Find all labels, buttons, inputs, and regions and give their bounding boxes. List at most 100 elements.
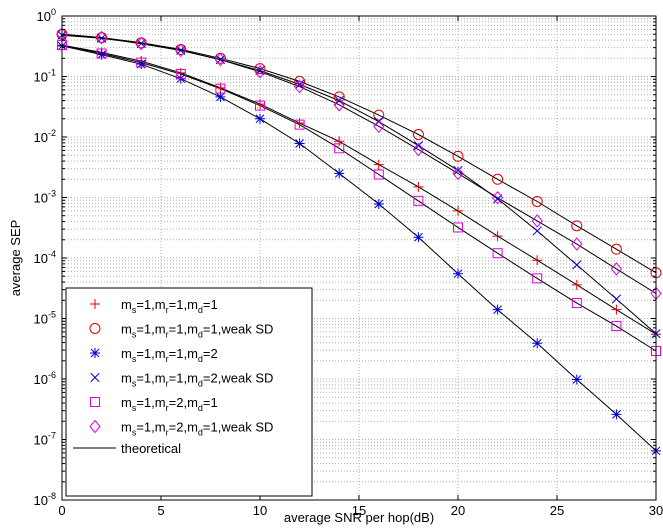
x-tick-label: 0 [58,503,65,518]
asterisk-marker [492,304,503,315]
cross-marker [572,260,582,270]
diamond-marker [610,262,623,276]
diamond-marker [531,214,543,228]
asterisk-marker [215,91,226,102]
square-marker [373,169,384,180]
circle-marker [333,91,345,103]
legend-label: ms=1,mr=2,md=1,weak SD [121,420,273,438]
diamond-marker [95,30,108,45]
x-tick-label: 15 [352,503,366,518]
x-tick-label: 5 [157,503,164,518]
legend-label: ms=1,mr=1,md=2 [121,346,218,364]
y-tick-label: 10-1 [34,68,56,85]
cross-marker [492,194,503,204]
y-tick-label: 10-2 [34,128,56,145]
square-marker [215,83,226,94]
diamond-marker [254,64,266,79]
diamond-marker [135,36,147,51]
cross-marker [413,141,424,151]
cross-marker [294,79,305,90]
asterisk-marker [96,49,107,60]
plus-marker [571,279,582,290]
plus-marker [532,255,543,266]
circle-marker [294,75,306,87]
legend-label: ms=1,mr=2,md=1 [121,395,218,413]
simulation-markers [56,27,662,456]
circle-marker [452,150,464,162]
square-marker [532,273,543,284]
cross-marker [334,95,344,106]
square-marker [294,119,305,130]
diamond-marker [89,419,101,434]
diamond-marker [293,79,306,94]
square-marker [571,298,582,309]
x-tick-label: 30 [649,503,663,518]
square-marker [136,57,147,68]
asterisk-marker [611,409,622,420]
legend-label: ms=1,mr=1,md=2,weak SD [121,371,273,389]
legend-label: ms=1,mr=1,md=1,weak SD [121,322,273,340]
circle-marker [492,173,504,185]
asterisk-marker [413,232,424,243]
theoretical-lines [61,33,657,452]
y-axis-label: average SEP [8,220,23,297]
plus-marker [334,136,345,147]
asterisk-marker [255,113,265,124]
asterisk-marker [294,138,305,149]
y-tick-label: 10-4 [34,249,56,266]
y-tick-label: 10-5 [34,310,56,327]
y-tick-label: 10-3 [34,189,56,206]
plus-marker [453,205,463,216]
square-marker [413,195,424,206]
circle-marker [254,63,266,75]
x-axis-ticks: 0 5 10 15 20 25 30 [58,16,663,518]
y-tick-label: 10-7 [34,431,56,448]
plus-marker [492,231,503,242]
cross-marker [255,66,265,76]
diamond-marker [373,119,385,134]
x-tick-label: 25 [550,503,564,518]
asterisk-marker [90,348,100,358]
asterisk-marker [571,374,582,385]
x-axis-label: average SNR per hop(dB) [284,510,434,525]
circle-marker [571,220,583,232]
circle-marker [610,243,622,255]
square-marker [334,143,345,154]
plus-marker [413,181,424,192]
diamond-marker [571,237,583,251]
diamond-marker [175,43,187,58]
y-axis-ticks: 100 10-1 10-2 10-3 10-4 10-5 10-6 10-7 10-8 [34,7,656,508]
theoretical-line-1 [61,44,657,335]
theoretical-line-3 [61,45,657,452]
diamond-marker [333,98,345,112]
diamond-marker [214,52,227,67]
circle-marker [412,128,424,140]
asterisk-marker [136,59,147,70]
cross-marker [453,165,463,176]
square-marker [255,100,265,111]
legend-box [65,287,313,497]
x-tick-label: 10 [253,503,267,518]
cross-marker [90,372,100,383]
square-marker [492,248,503,259]
theoretical-line-5 [61,44,657,352]
circle-marker [89,323,101,334]
plus-marker [373,159,384,170]
plus-marker [611,304,622,315]
theoretical-line-6 [61,33,657,294]
legend-label: ms=1,mr=1,md=1 [121,297,218,315]
y-tick-label: 10-6 [34,370,56,387]
square-marker [96,48,107,59]
y-tick-label: 100 [37,7,56,24]
square-marker [611,321,622,332]
diamond-marker [412,142,425,157]
diamond-marker [491,190,504,205]
x-tick-label: 20 [451,503,465,518]
diamond-marker [452,166,464,181]
asterisk-marker [373,199,384,210]
asterisk-marker [532,338,543,349]
plus-marker [90,299,100,309]
asterisk-marker [453,268,463,279]
legend: ms=1,mr=1,md=1 ms=1,mr=1,md=1,weak SD ms=1… [65,287,313,497]
